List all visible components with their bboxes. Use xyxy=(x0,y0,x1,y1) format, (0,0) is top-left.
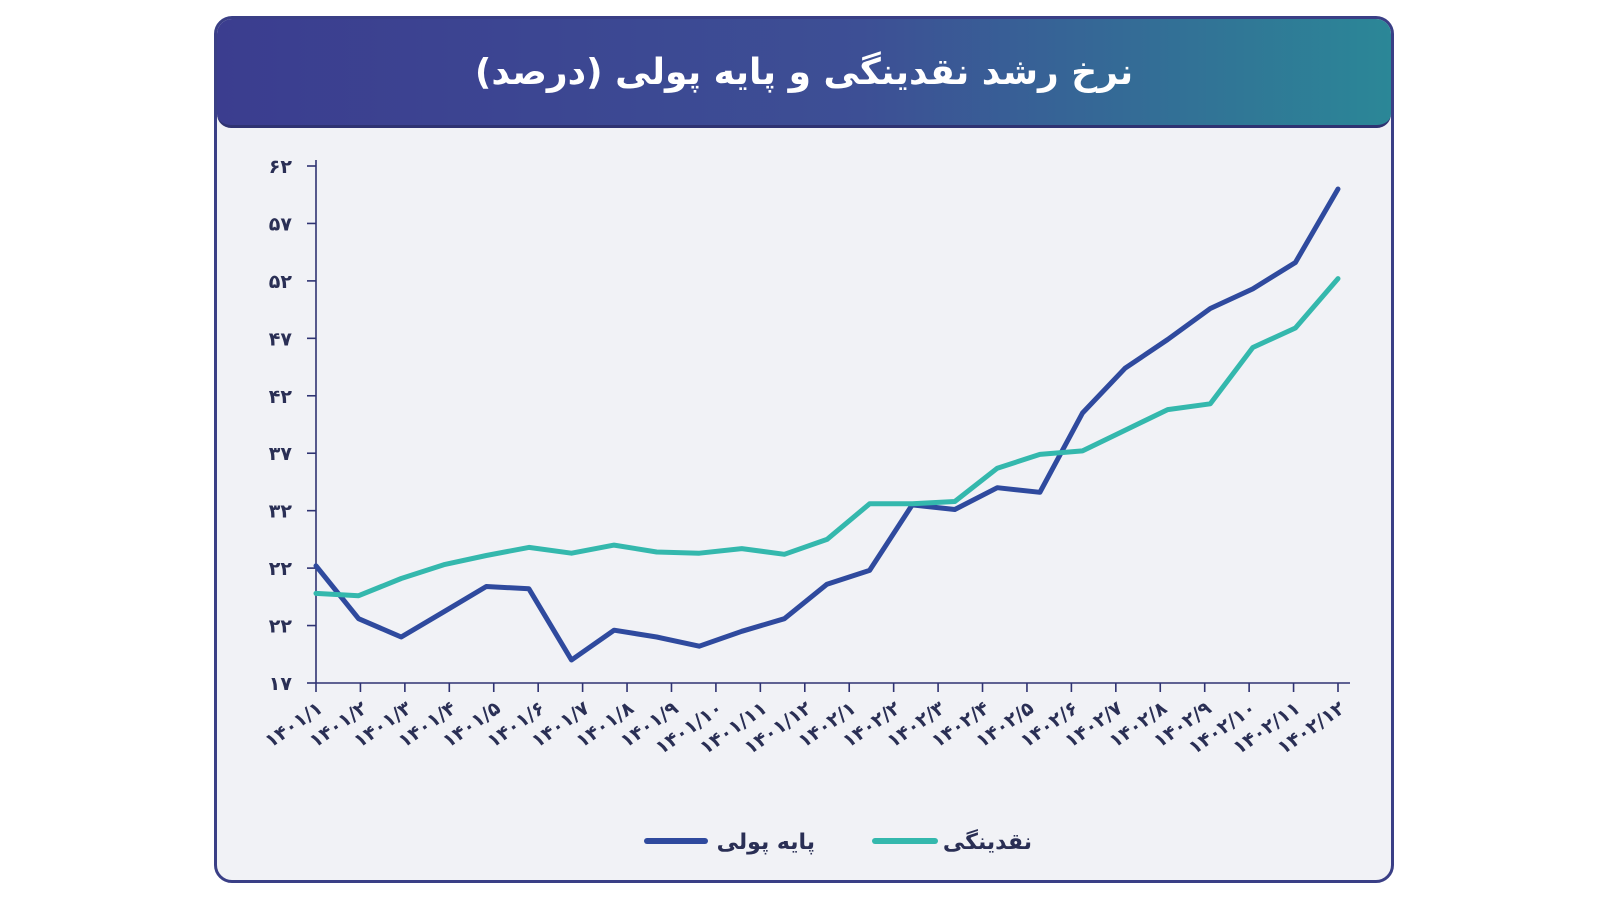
series-line-monetary-base xyxy=(313,186,1341,663)
chart-title: نرخ رشد نقدینگی و پایه پولی (درصد) xyxy=(474,51,1134,93)
y-tick-label: ۱۷ xyxy=(269,673,293,695)
y-tick-label: ۳۷ xyxy=(269,443,293,465)
y-tick-label: ۲۲ xyxy=(269,616,293,638)
legend-label-liquidity: نقدینگی xyxy=(943,828,1032,855)
y-tick-label: ۵۲ xyxy=(269,271,293,293)
series-line-liquidity xyxy=(313,276,1341,599)
y-tick-label: ۳۲ xyxy=(269,501,293,523)
chart-card: نرخ رشد نقدینگی و پایه پولی (درصد) xyxy=(214,16,1394,883)
y-tick-label: ۴۷ xyxy=(269,328,293,350)
y-tick-label: ۵۷ xyxy=(269,213,293,235)
y-tick-label: ۲۲ xyxy=(269,558,293,580)
legend-label-monetary-base: پایه پولی xyxy=(717,830,815,855)
y-tick-label: ۴۲ xyxy=(269,386,293,408)
y-tick-label: ۶۲ xyxy=(269,156,293,178)
chart-header: نرخ رشد نقدینگی و پایه پولی (درصد) xyxy=(217,19,1391,128)
